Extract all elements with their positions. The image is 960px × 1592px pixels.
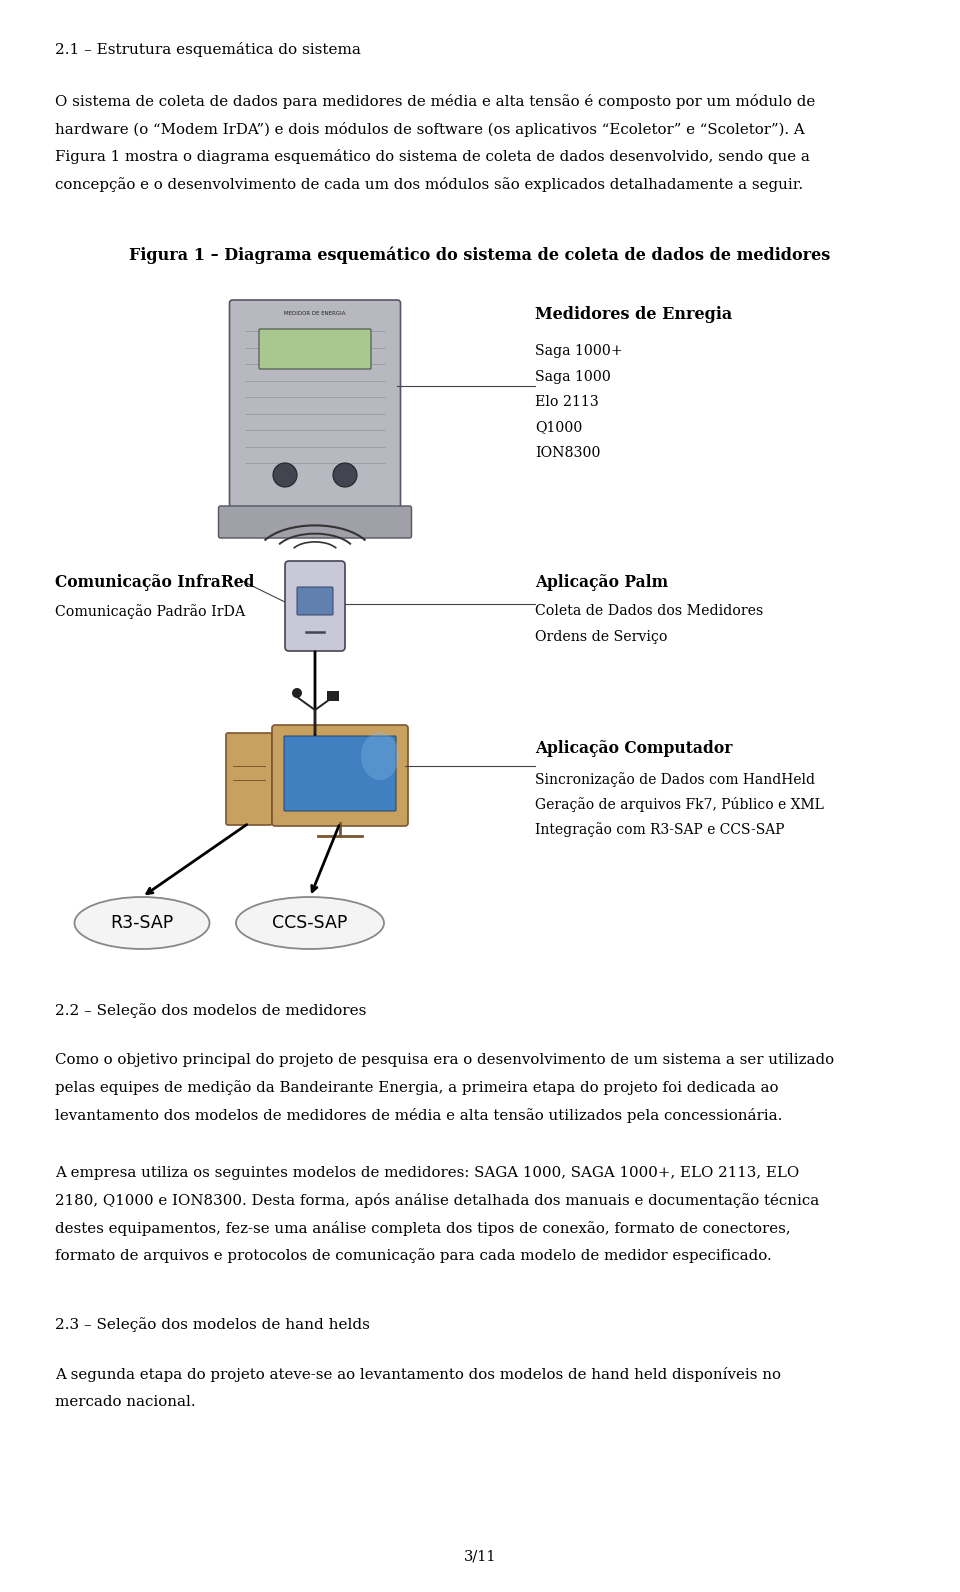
Text: ION8300: ION8300	[535, 446, 601, 460]
Text: Elo 2113: Elo 2113	[535, 395, 599, 409]
Text: CCS-SAP: CCS-SAP	[273, 914, 348, 931]
FancyBboxPatch shape	[229, 299, 400, 511]
Text: R3-SAP: R3-SAP	[110, 914, 174, 931]
Text: A segunda etapa do projeto ateve-se ao levantamento dos modelos de hand held dis: A segunda etapa do projeto ateve-se ao l…	[55, 1368, 781, 1382]
Text: 2180, Q1000 e ION8300. Desta forma, após análise detalhada dos manuais e documen: 2180, Q1000 e ION8300. Desta forma, após…	[55, 1192, 819, 1208]
Text: mercado nacional.: mercado nacional.	[55, 1395, 196, 1409]
Text: O sistema de coleta de dados para medidores de média e alta tensão é composto po: O sistema de coleta de dados para medido…	[55, 94, 815, 108]
Text: Sincronização de Dados com HandHeld: Sincronização de Dados com HandHeld	[535, 772, 815, 786]
Text: Aplicação Palm: Aplicação Palm	[535, 575, 668, 591]
Text: Aplicação Computador: Aplicação Computador	[535, 740, 732, 758]
Text: destes equipamentos, fez-se uma análise completa dos tipos de conexão, formato d: destes equipamentos, fez-se uma análise …	[55, 1221, 791, 1235]
Text: Como o objetivo principal do projeto de pesquisa era o desenvolvimento de um sis: Como o objetivo principal do projeto de …	[55, 1052, 834, 1067]
Text: hardware (o “Modem IrDA”) e dois módulos de software (os aplicativos “Ecoletor” : hardware (o “Modem IrDA”) e dois módulos…	[55, 121, 804, 137]
Text: pelas equipes de medição da Bandeirante Energia, a primeira etapa do projeto foi: pelas equipes de medição da Bandeirante …	[55, 1081, 779, 1095]
Ellipse shape	[236, 896, 384, 949]
Circle shape	[273, 463, 297, 487]
Text: Comunicação Padrão IrDA: Comunicação Padrão IrDA	[55, 603, 245, 619]
Text: A empresa utiliza os seguintes modelos de medidores: SAGA 1000, SAGA 1000+, ELO : A empresa utiliza os seguintes modelos d…	[55, 1165, 800, 1180]
Text: 3/11: 3/11	[464, 1551, 496, 1563]
Text: Saga 1000: Saga 1000	[535, 369, 611, 384]
FancyBboxPatch shape	[219, 506, 412, 538]
FancyBboxPatch shape	[226, 732, 272, 825]
Text: Figura 1 mostra o diagrama esquemático do sistema de coleta de dados desenvolvid: Figura 1 mostra o diagrama esquemático d…	[55, 150, 810, 164]
FancyBboxPatch shape	[272, 724, 408, 826]
Text: Figura 1 – Diagrama esquemático do sistema de coleta de dados de medidores: Figura 1 – Diagrama esquemático do siste…	[130, 247, 830, 264]
Text: 2.1 – Estrutura esquemática do sistema: 2.1 – Estrutura esquemática do sistema	[55, 41, 361, 57]
Text: Integração com R3-SAP e CCS-SAP: Integração com R3-SAP e CCS-SAP	[535, 823, 784, 837]
Bar	[327, 691, 339, 700]
Ellipse shape	[361, 732, 399, 780]
FancyBboxPatch shape	[284, 736, 396, 810]
Text: MEDIDOR DE ENERGIA: MEDIDOR DE ENERGIA	[284, 310, 346, 315]
Text: levantamento dos modelos de medidores de média e alta tensão utilizados pela con: levantamento dos modelos de medidores de…	[55, 1108, 782, 1122]
Text: Q1000: Q1000	[535, 420, 583, 435]
Text: Comunicação InfraRed: Comunicação InfraRed	[55, 575, 254, 591]
Text: 2.3 – Seleção dos modelos de hand helds: 2.3 – Seleção dos modelos de hand helds	[55, 1318, 370, 1333]
Ellipse shape	[75, 896, 209, 949]
Circle shape	[333, 463, 357, 487]
Text: Ordens de Serviço: Ordens de Serviço	[535, 629, 667, 643]
FancyBboxPatch shape	[259, 330, 371, 369]
Circle shape	[292, 688, 302, 697]
Text: Saga 1000+: Saga 1000+	[535, 344, 623, 358]
Text: formato de arquivos e protocolos de comunicação para cada modelo de medidor espe: formato de arquivos e protocolos de comu…	[55, 1248, 772, 1262]
Text: 2.2 – Seleção dos modelos de medidores: 2.2 – Seleção dos modelos de medidores	[55, 1003, 367, 1017]
Text: concepção e o desenvolvimento de cada um dos módulos são explicados detalhadamen: concepção e o desenvolvimento de cada um…	[55, 177, 804, 191]
Text: Geração de arquivos Fk7, Público e XML: Geração de arquivos Fk7, Público e XML	[535, 798, 824, 812]
FancyBboxPatch shape	[285, 560, 345, 651]
Text: Medidores de Enregia: Medidores de Enregia	[535, 306, 732, 323]
Text: Coleta de Dados dos Medidores: Coleta de Dados dos Medidores	[535, 603, 763, 618]
FancyBboxPatch shape	[297, 587, 333, 615]
